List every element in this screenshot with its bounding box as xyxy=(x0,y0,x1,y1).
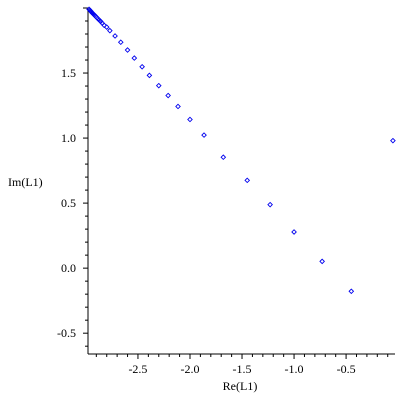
data-point xyxy=(139,63,145,70)
y-tick-label: 0.0 xyxy=(61,261,76,275)
data-point xyxy=(220,154,227,161)
chart-axes: -2.5 -2.0 -1.5 -1.0 -0.5 -0.5 0.0 0.5 1.0 1.5 xyxy=(57,7,395,376)
data-point xyxy=(187,116,193,123)
data-point xyxy=(124,47,131,53)
data-point xyxy=(107,27,113,34)
y-tick-label: 1.0 xyxy=(61,131,76,145)
x-tick-label: -2.0 xyxy=(180,362,199,376)
x-tick-label: -1.0 xyxy=(285,362,304,376)
y-tick-label: 1.5 xyxy=(61,66,76,80)
x-axis-title: Re(L1) xyxy=(223,379,258,393)
data-point xyxy=(112,33,118,39)
chart-points xyxy=(86,6,396,295)
data-point xyxy=(348,288,355,295)
data-point xyxy=(101,22,107,29)
data-point xyxy=(103,24,110,30)
data-point xyxy=(390,137,396,144)
x-tick-label: -1.5 xyxy=(233,362,252,376)
x-tick-label: -0.5 xyxy=(337,362,356,376)
data-point xyxy=(201,132,207,138)
data-point xyxy=(165,92,171,99)
y-axis-title: Im(L1) xyxy=(8,175,43,189)
y-tick-label: 0.5 xyxy=(61,196,76,210)
x-tick-label: -2.5 xyxy=(128,362,147,376)
data-point xyxy=(131,55,138,61)
data-point xyxy=(146,72,153,79)
data-point xyxy=(117,39,124,46)
data-point xyxy=(291,229,297,235)
data-point xyxy=(244,177,251,184)
data-point xyxy=(319,258,325,265)
data-point xyxy=(175,103,181,110)
y-tick-label: -0.5 xyxy=(57,326,76,340)
data-point xyxy=(267,201,273,208)
data-point xyxy=(155,82,162,89)
